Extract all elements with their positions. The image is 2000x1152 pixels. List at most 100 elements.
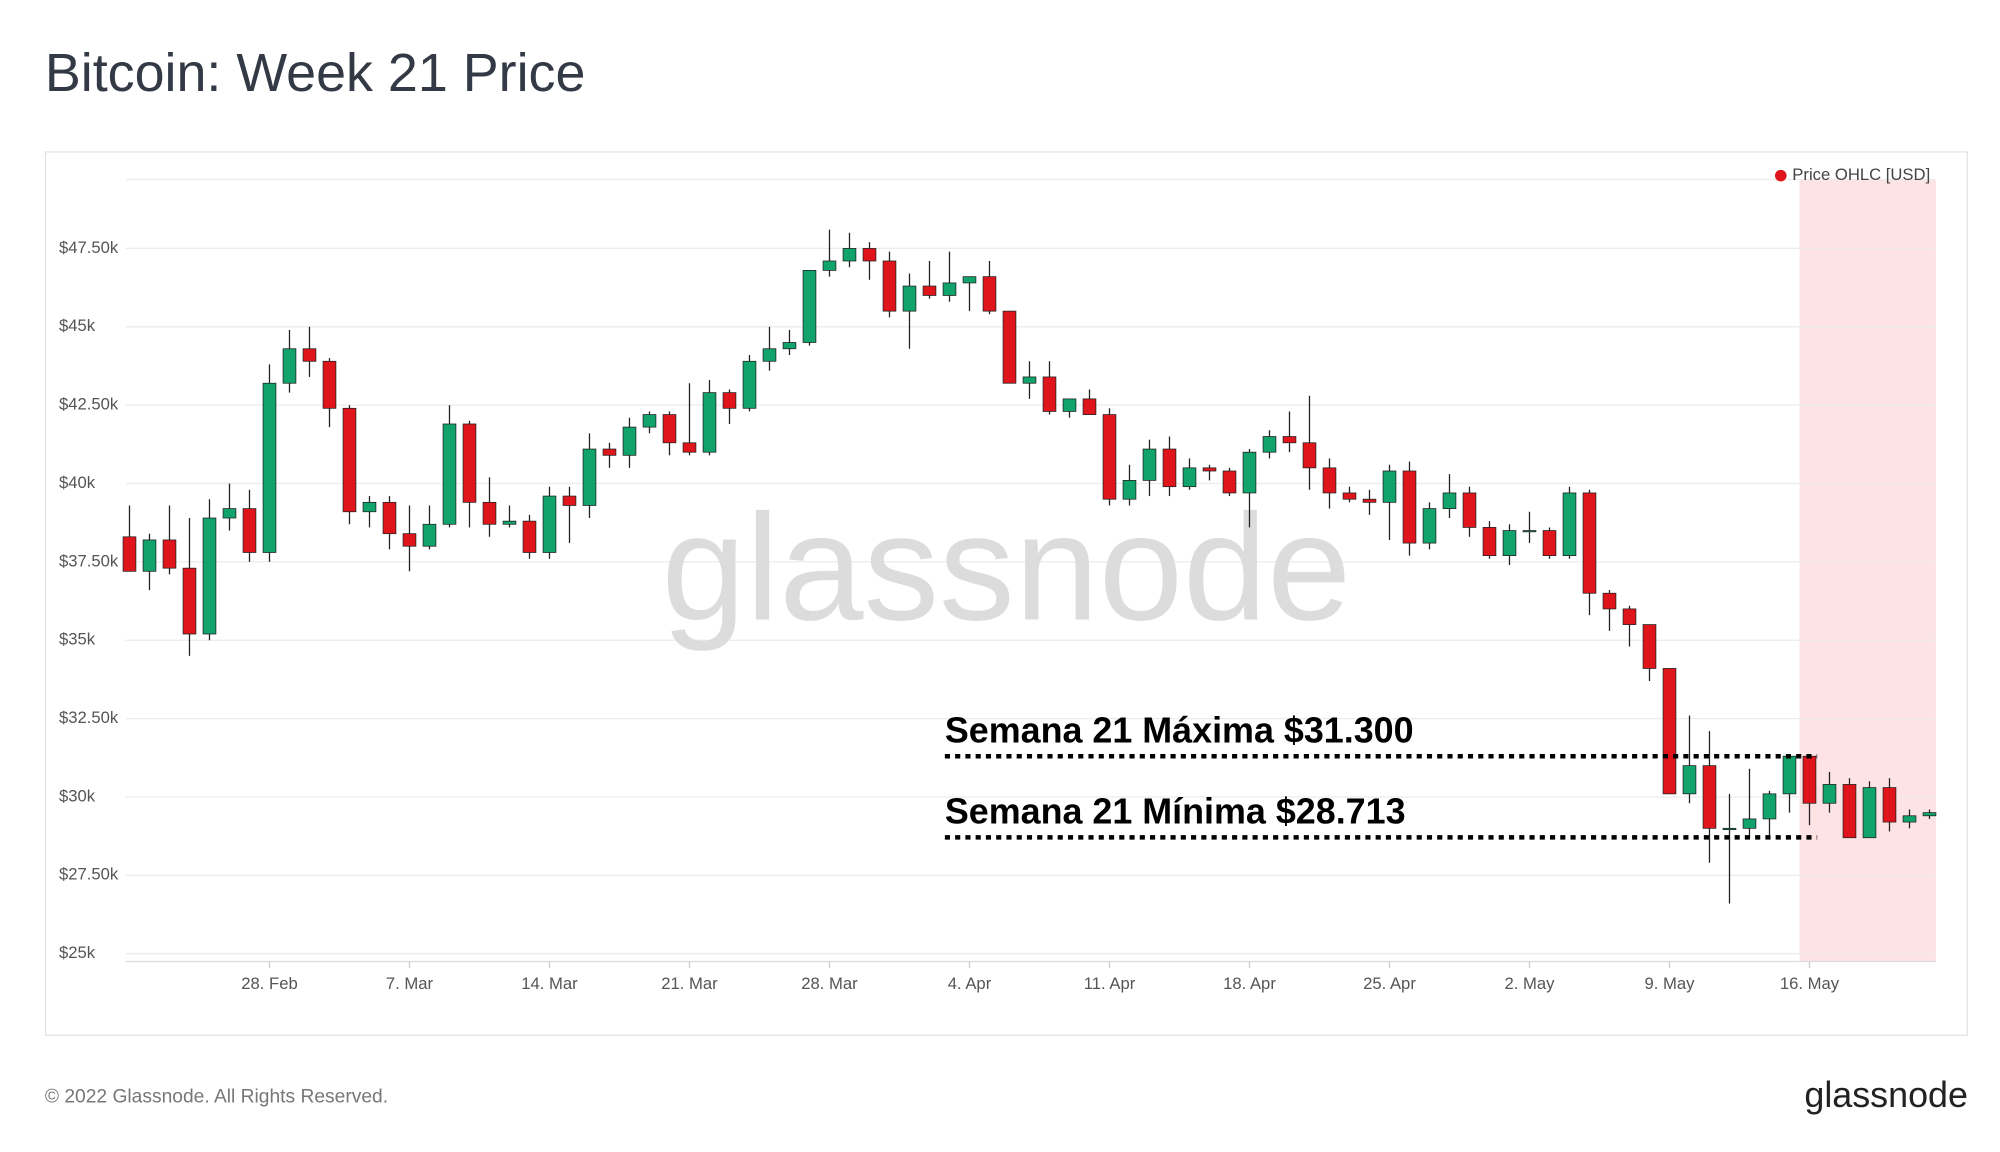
x-tick-label: 25. Apr [1363, 974, 1416, 993]
candle-body [742, 360, 757, 409]
candle-body [902, 285, 917, 312]
candle-body [1022, 376, 1037, 384]
candle-body [422, 523, 437, 547]
candle-body [362, 501, 377, 513]
annotation-label: Semana 21 Mínima $28.713 [945, 792, 1406, 832]
candle-body [802, 270, 817, 343]
candle-body [982, 276, 997, 312]
candle-body [642, 414, 657, 428]
candle-body [1522, 530, 1537, 533]
candle-body [942, 282, 957, 296]
candle-body [1442, 492, 1457, 509]
candle-body [1562, 492, 1577, 557]
candle-body [1802, 755, 1817, 804]
x-tick-label: 7. Mar [386, 974, 434, 993]
y-tick-label: $37.50k [59, 551, 119, 570]
candle-body [1382, 470, 1397, 503]
brand-logo: glassnode [1804, 1075, 1968, 1115]
candle-body [342, 407, 357, 513]
candle-body [1742, 818, 1757, 829]
candle-body [1102, 414, 1117, 500]
candle-body [1542, 530, 1557, 557]
candle-body [722, 392, 737, 409]
x-tick-label: 16. May [1780, 974, 1840, 993]
candle-body [1162, 448, 1177, 488]
candle-body [502, 520, 517, 525]
candle-body [162, 539, 177, 569]
x-tick-label: 18. Apr [1223, 974, 1276, 993]
candle-body [1822, 784, 1837, 804]
y-tick-label: $42.50k [59, 395, 119, 414]
y-tick-label: $25k [59, 943, 96, 962]
candle-body [882, 260, 897, 312]
y-tick-label: $40k [59, 473, 96, 492]
highlight-region [1799, 179, 1936, 962]
candle-body [462, 423, 477, 503]
candle-body [1782, 755, 1797, 795]
candle-body [402, 533, 417, 547]
candle-body [242, 508, 257, 553]
candle-body [482, 501, 497, 525]
legend-marker [1775, 169, 1787, 182]
candle-body [862, 248, 877, 262]
candle-body [1282, 436, 1297, 444]
candle-body [1142, 448, 1157, 481]
candle-body [962, 276, 977, 284]
x-tick-label: 9. May [1644, 974, 1695, 993]
candle-body [662, 414, 677, 444]
candle-body [1462, 492, 1477, 528]
chart-title: Bitcoin: Week 21 Price [45, 43, 586, 103]
candle-body [1422, 508, 1437, 544]
candle-body [222, 508, 237, 519]
legend-label: Price OHLC [USD] [1792, 165, 1930, 184]
annotation-label: Semana 21 Máxima $31.300 [945, 711, 1414, 751]
candle-body [1202, 467, 1217, 472]
candle-body [382, 501, 397, 535]
candle-body [1902, 815, 1917, 823]
y-tick-label: $35k [59, 630, 96, 649]
footer: © 2022 Glassnode. All Rights Reserved. [45, 1087, 388, 1108]
candle-body [622, 426, 637, 456]
candle-body [1662, 668, 1677, 795]
candle-body [1642, 624, 1657, 669]
candle-body [1682, 765, 1697, 795]
y-tick-label: $45k [59, 316, 96, 335]
candle-body [282, 348, 297, 384]
candle-body [922, 285, 937, 296]
candle-body [1582, 492, 1597, 594]
candle-body [122, 536, 137, 572]
candle-body [1842, 784, 1857, 839]
candle-body [1082, 398, 1097, 415]
candle-body [442, 423, 457, 525]
candle-body [1262, 436, 1277, 453]
y-tick-label: $30k [59, 786, 96, 805]
candle-body [782, 342, 797, 350]
candle-body [1322, 467, 1337, 494]
candle-body [562, 495, 577, 506]
candle-body [302, 348, 317, 362]
candle-body [1702, 765, 1717, 829]
y-tick-label: $47.50k [59, 238, 119, 257]
candle-body [1182, 467, 1197, 488]
candle-body [582, 448, 597, 506]
x-tick-label: 21. Mar [661, 974, 718, 993]
candle-body [1602, 592, 1617, 610]
candle-body [602, 448, 617, 456]
candle-body [1922, 812, 1937, 817]
candle-body [1722, 827, 1737, 830]
foreground-layer: Price OHLC [USD] Semana 21 Máxima $31.300… [122, 165, 1937, 904]
candle-body [322, 360, 337, 409]
x-tick-label: 2. May [1504, 974, 1555, 993]
candle-body [202, 517, 217, 635]
x-tick-label: 28. Feb [241, 974, 297, 993]
candle-body [142, 539, 157, 572]
candle-body [1042, 376, 1057, 412]
candle-body [1502, 530, 1517, 557]
x-tick-label: 11. Apr [1084, 974, 1136, 993]
chart-frame [44, 151, 1968, 1036]
candle-body [762, 348, 777, 362]
x-tick-label: 28. Mar [801, 974, 858, 993]
candle-body [1342, 492, 1357, 500]
candle-body [1482, 527, 1497, 557]
